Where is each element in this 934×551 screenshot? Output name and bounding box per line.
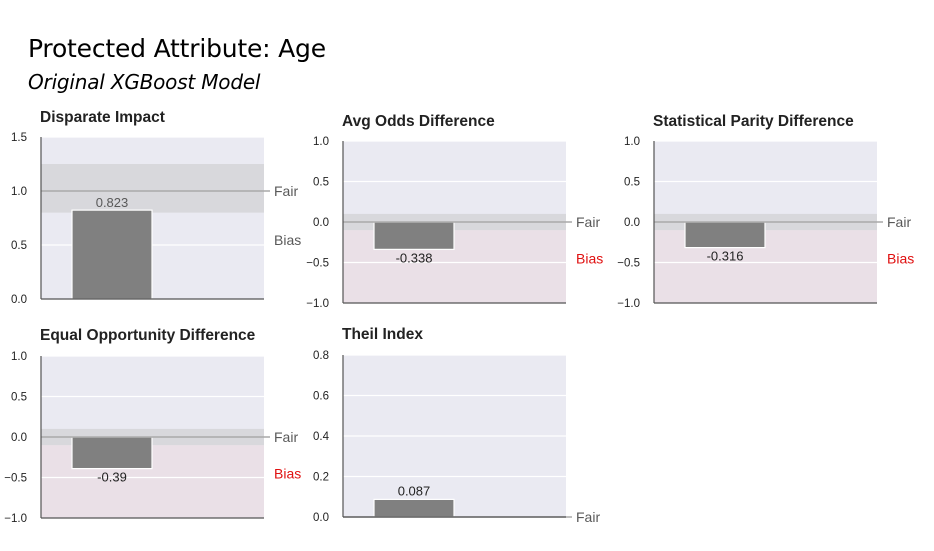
bias-label: Bias bbox=[274, 232, 301, 248]
y-tick-label: 0.6 bbox=[313, 391, 329, 403]
fair-label: Fair bbox=[274, 183, 298, 199]
y-tick-label: 0.5 bbox=[313, 177, 329, 189]
bar bbox=[373, 498, 455, 518]
fair-label: Fair bbox=[576, 509, 600, 525]
chart-title: Disparate Impact bbox=[40, 109, 165, 126]
y-tick-label: 0.2 bbox=[313, 472, 329, 484]
chart-title: Statistical Parity Difference bbox=[653, 113, 854, 130]
y-tick-label: 1.0 bbox=[11, 186, 27, 198]
fair-label: Fair bbox=[274, 429, 298, 445]
y-tick-label: −1.0 bbox=[306, 298, 329, 310]
y-tick-label: 0.0 bbox=[313, 512, 329, 524]
y-tick-label: 0.5 bbox=[11, 392, 27, 404]
bias-label: Bias bbox=[576, 250, 603, 266]
fair-label: Fair bbox=[887, 214, 911, 230]
y-tick-label: −1.0 bbox=[617, 298, 640, 310]
y-tick-label: 0.0 bbox=[313, 217, 329, 229]
y-tick-label: 0.8 bbox=[313, 350, 329, 362]
y-tick-label: 0.0 bbox=[11, 432, 27, 444]
chart-panel-1: 0.0 0.5 1.0 1.5 0.823 Fair Bias Disparate Impac… bbox=[11, 109, 301, 306]
y-tick-label: 1.5 bbox=[11, 132, 27, 144]
y-tick-label: 0.0 bbox=[624, 217, 640, 229]
bar bbox=[71, 209, 153, 300]
y-tick-label: 1.0 bbox=[313, 136, 329, 148]
y-tick-label: −0.5 bbox=[617, 258, 640, 270]
chart-title: Equal Opportunity Difference bbox=[40, 327, 256, 344]
bar-value-label: -0.338 bbox=[396, 250, 433, 265]
fair-label: Fair bbox=[576, 214, 600, 230]
y-tick-label: 1.0 bbox=[11, 351, 27, 363]
y-tick-label: 1.0 bbox=[624, 136, 640, 148]
page-subtitle: Original XGBoost Model bbox=[28, 70, 261, 94]
fair-band bbox=[41, 164, 264, 213]
bias-label: Bias bbox=[274, 465, 301, 481]
y-tick-label: −0.5 bbox=[306, 258, 329, 270]
chart-panel-4: −1.0 −0.5 0.0 0.5 1.0 -0.39 Fair Bias Equal Oppo… bbox=[4, 327, 301, 525]
y-tick-label: 0.5 bbox=[11, 240, 27, 252]
bar-value-label: -0.39 bbox=[97, 470, 127, 485]
bar-value-label: 0.087 bbox=[398, 483, 431, 498]
chart-panel-5: 0.0 0.2 0.4 0.6 0.8 0.087 Fair Theil Index bbox=[313, 326, 600, 525]
y-tick-label: 0.4 bbox=[313, 431, 330, 443]
bar bbox=[684, 221, 766, 249]
chart-panel-3: −1.0 −0.5 0.0 0.5 1.0 -0.316 Fair Bias Statistic… bbox=[617, 113, 914, 310]
y-tick-label: −0.5 bbox=[4, 473, 27, 485]
chart-title: Avg Odds Difference bbox=[342, 113, 495, 130]
page-title: Protected Attribute: Age bbox=[28, 34, 326, 63]
y-tick-label: 0.5 bbox=[624, 177, 640, 189]
bar bbox=[373, 221, 455, 250]
bias-label: Bias bbox=[887, 250, 914, 266]
y-tick-label: 0.0 bbox=[11, 294, 27, 306]
bar-value-label: -0.316 bbox=[707, 249, 744, 264]
chart-panel-2: −1.0 −0.5 0.0 0.5 1.0 -0.338 Fair Bias Avg Odds … bbox=[306, 113, 603, 310]
bar-value-label: 0.823 bbox=[96, 195, 129, 210]
bar bbox=[71, 436, 153, 470]
y-tick-label: −1.0 bbox=[4, 513, 27, 525]
chart-title: Theil Index bbox=[342, 326, 423, 343]
